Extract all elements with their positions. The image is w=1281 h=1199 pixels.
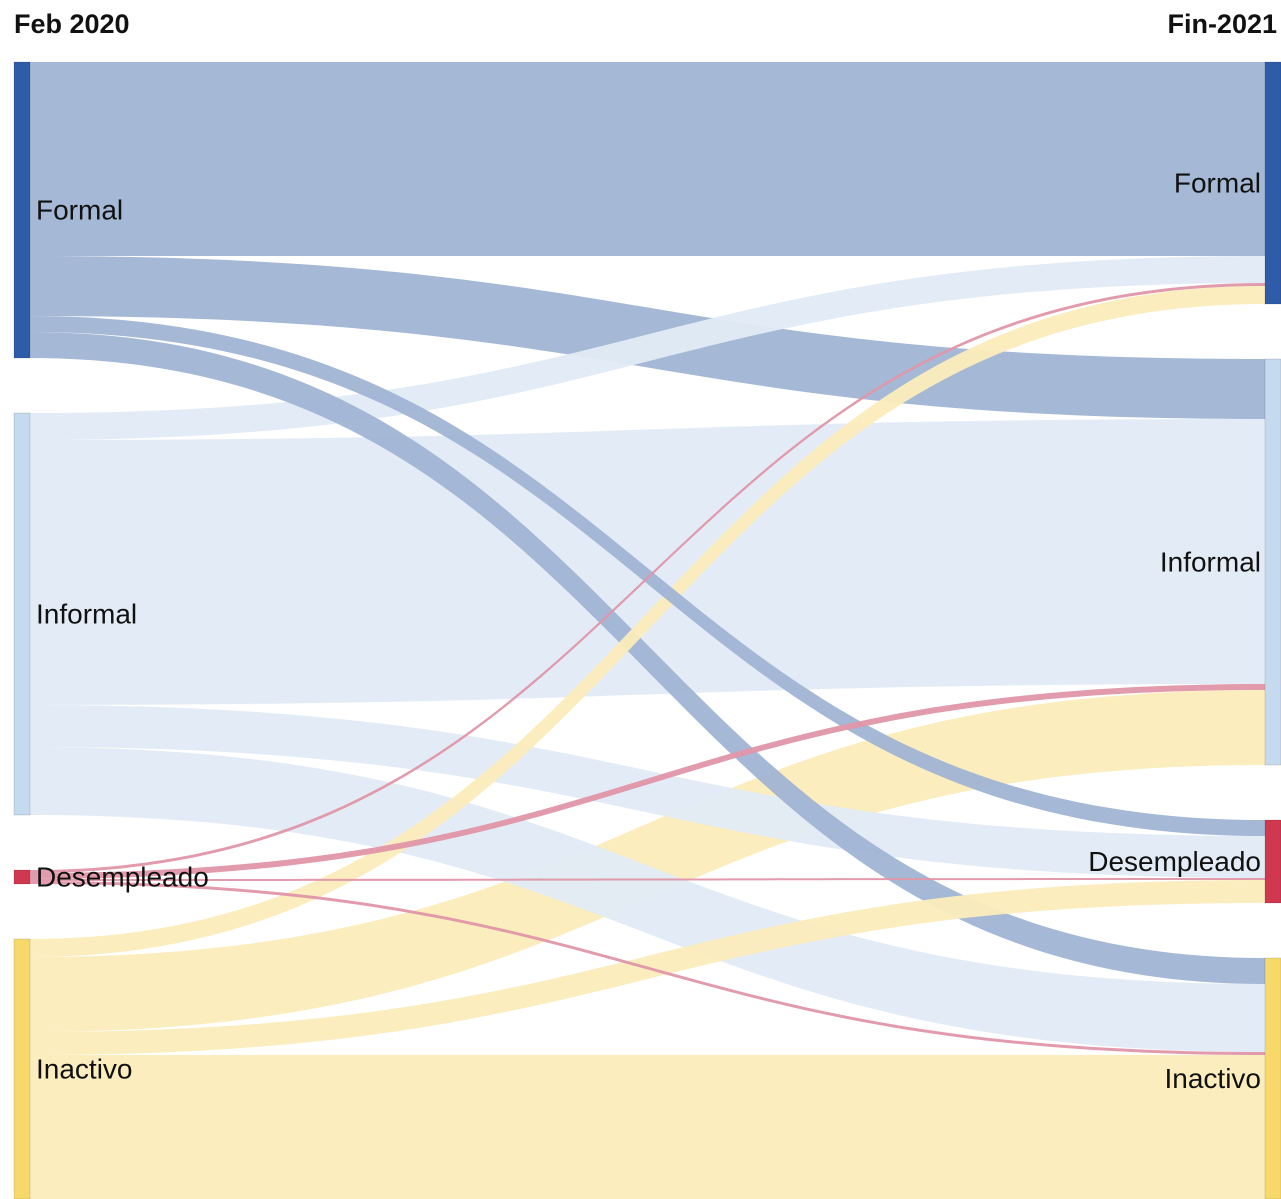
column-title: Feb 2020 [14,9,130,39]
node-label: Informal [1160,546,1261,577]
column-title: Fin-2021 [1167,9,1277,39]
node [13,938,31,1199]
flow [30,316,1265,836]
node-label: Informal [36,598,137,629]
node-label: Desempleado [1088,846,1261,877]
flow [30,283,1265,873]
node [1264,957,1281,1199]
node [1264,819,1281,904]
node [13,412,31,816]
node-label: Desempleado [36,861,209,892]
node-label: Formal [1174,167,1261,198]
flow [30,256,1265,440]
links [30,62,1265,1199]
flow [30,419,1265,705]
node [13,61,31,359]
node-label: Formal [36,194,123,225]
flow [30,332,1265,984]
node-label: Inactivo [36,1053,133,1084]
flow [30,747,1265,1052]
flow [30,62,1265,256]
node [1264,61,1281,305]
nodes: Formal Informal Desempleado Inactivo Formal I… [13,61,1281,1199]
flow [30,286,1265,957]
flow [30,684,1265,879]
node-label: Inactivo [1165,1063,1262,1094]
flow [30,1055,1265,1199]
flow [30,881,1265,1055]
node [1264,358,1281,766]
flow [30,705,1265,878]
flow [30,878,1265,881]
node [13,869,31,885]
